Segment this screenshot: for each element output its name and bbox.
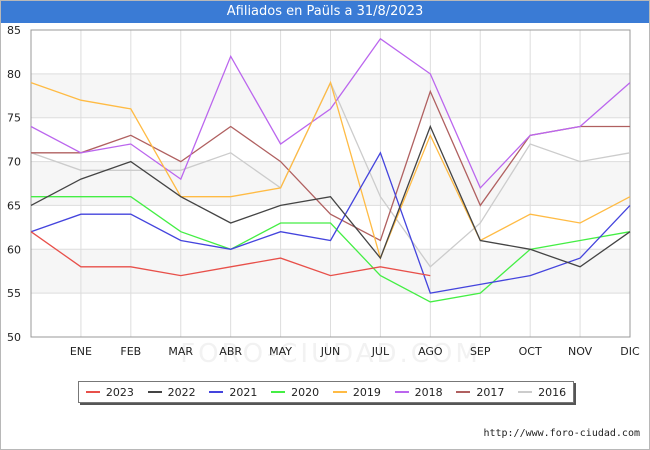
x-tick-label: NOV <box>568 345 593 358</box>
legend-item-2019: 2019 <box>332 385 381 399</box>
y-tick-label: 75 <box>7 112 21 125</box>
legend-label: 2017 <box>476 385 505 399</box>
y-tick-label: 50 <box>7 331 21 344</box>
legend-item-2018: 2018 <box>394 385 443 399</box>
y-tick-label: 80 <box>7 68 21 81</box>
series-line-2022 <box>30 124 631 268</box>
x-tick-label: AGO <box>418 345 443 358</box>
series-line-2021 <box>30 151 631 294</box>
legend-label: 2018 <box>414 385 443 399</box>
legend-item-2020: 2020 <box>271 386 319 399</box>
legend-swatch <box>518 391 533 393</box>
legend-label: 2023 <box>105 385 134 399</box>
x-tick-label: DIC <box>620 345 640 358</box>
x-tick-label: ABR <box>219 345 242 358</box>
legend-swatch <box>147 391 162 393</box>
series-line-2018 <box>30 37 631 190</box>
plot-border <box>30 29 631 338</box>
legend-swatch <box>271 391 286 393</box>
y-tick-label: 65 <box>7 199 21 212</box>
y-tick-label: 85 <box>7 24 21 37</box>
legend-item-2023: 2023 <box>85 385 134 399</box>
y-tick-label: 60 <box>7 243 21 256</box>
x-tick-label: FEB <box>120 345 141 358</box>
legend-item-2016: 2016 <box>518 386 566 399</box>
legend-swatch <box>394 391 409 393</box>
legend-item-2017: 2017 <box>456 386 504 399</box>
series-line-2023 <box>30 231 431 277</box>
legend-label: 2021 <box>229 385 258 399</box>
x-tick-label: MAY <box>269 345 292 358</box>
legend-swatch <box>456 391 471 393</box>
x-tick-label: JUN <box>320 345 341 358</box>
series-line-2019 <box>30 80 631 261</box>
y-tick-label: 55 <box>7 287 21 300</box>
legend-label: 2020 <box>291 385 320 399</box>
x-tick-label: JUL <box>371 345 390 358</box>
legend-label: 2016 <box>538 385 567 399</box>
x-tick-label: OCT <box>519 345 542 358</box>
x-tick-label: SEP <box>470 345 491 358</box>
y-tick-label: 70 <box>7 156 21 169</box>
legend-swatch <box>209 391 224 393</box>
chart-legend: 2023 2022 2021 2020 2019 2018 2017 2016 <box>78 381 574 403</box>
source-url[interactable]: http://www.foro-ciudad.com <box>483 428 640 439</box>
watermark: FORO-CIUDAD.COM <box>180 339 481 369</box>
legend-item-2021: 2021 <box>209 386 257 399</box>
legend-swatch <box>85 391 100 393</box>
legend-label: 2019 <box>352 385 381 399</box>
legend-label: 2022 <box>167 385 196 399</box>
chart-title: Afiliados en Paüls a 31/8/2023 <box>1 1 649 23</box>
x-tick-label: MAR <box>168 345 193 358</box>
legend-swatch <box>332 391 347 393</box>
legend-item-2022: 2022 <box>147 385 196 399</box>
x-tick-label: ENE <box>70 345 92 358</box>
